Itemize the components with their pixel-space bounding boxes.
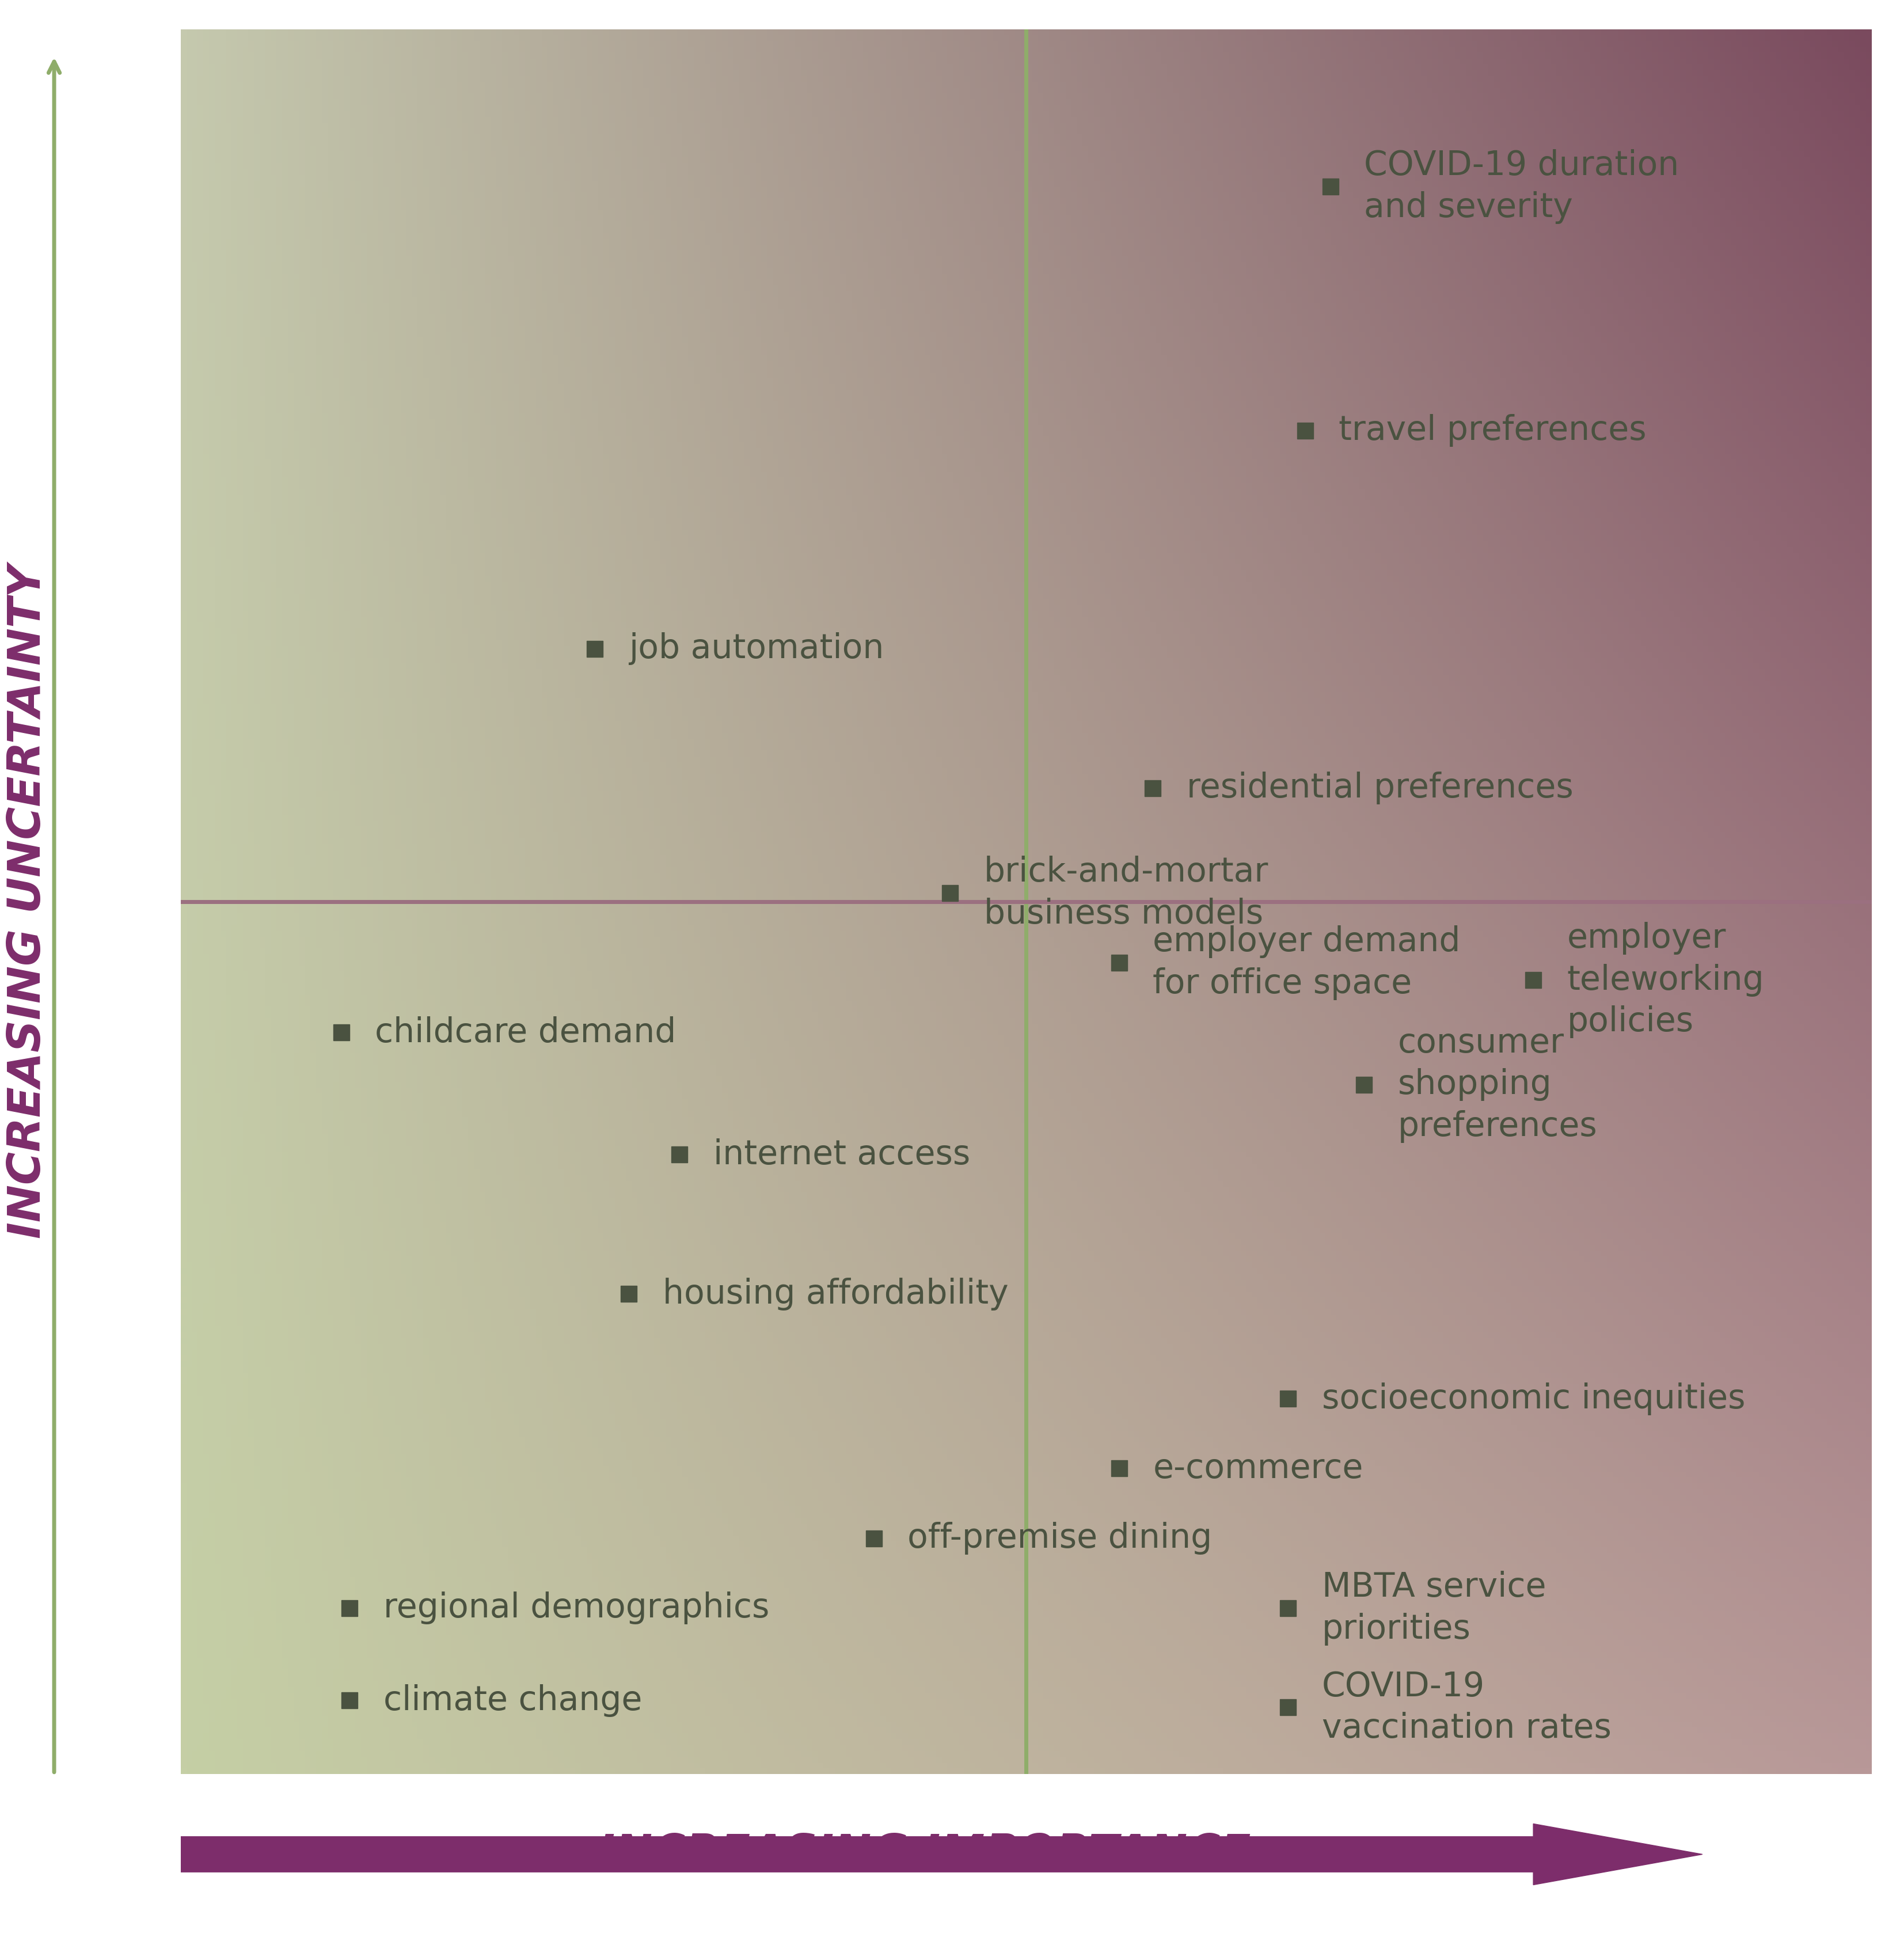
Text: consumer
shopping
preferences: consumer shopping preferences [1398,1027,1598,1143]
Text: regional demographics: regional demographics [384,1592,770,1625]
Text: e-commerce: e-commerce [1153,1452,1362,1486]
Text: socioeconomic inequities: socioeconomic inequities [1322,1382,1746,1415]
Text: travel preferences: travel preferences [1340,414,1647,447]
Text: residential preferences: residential preferences [1188,772,1573,806]
Text: INCREASING UNCERTAINTY: INCREASING UNCERTAINTY [6,564,49,1239]
Text: employer
teleworking
policies: employer teleworking policies [1568,921,1765,1039]
Text: COVID-19 duration
and severity: COVID-19 duration and severity [1364,149,1680,223]
Text: housing affordability: housing affordability [663,1278,1009,1311]
Text: off-premise dining: off-premise dining [908,1521,1212,1554]
Text: job automation: job automation [629,633,884,664]
Text: INCREASING IMPORTANCE: INCREASING IMPORTANCE [598,1833,1250,1876]
Text: MBTA service
priorities: MBTA service priorities [1322,1570,1547,1646]
Text: internet access: internet access [712,1139,971,1170]
FancyArrow shape [180,1823,1702,1886]
Text: climate change: climate change [384,1684,642,1717]
Text: childcare demand: childcare demand [374,1015,676,1049]
Text: COVID-19
vaccination rates: COVID-19 vaccination rates [1322,1670,1611,1744]
Text: employer demand
for office space: employer demand for office space [1153,925,1461,1000]
Text: brick-and-mortar
business models: brick-and-mortar business models [984,855,1269,931]
